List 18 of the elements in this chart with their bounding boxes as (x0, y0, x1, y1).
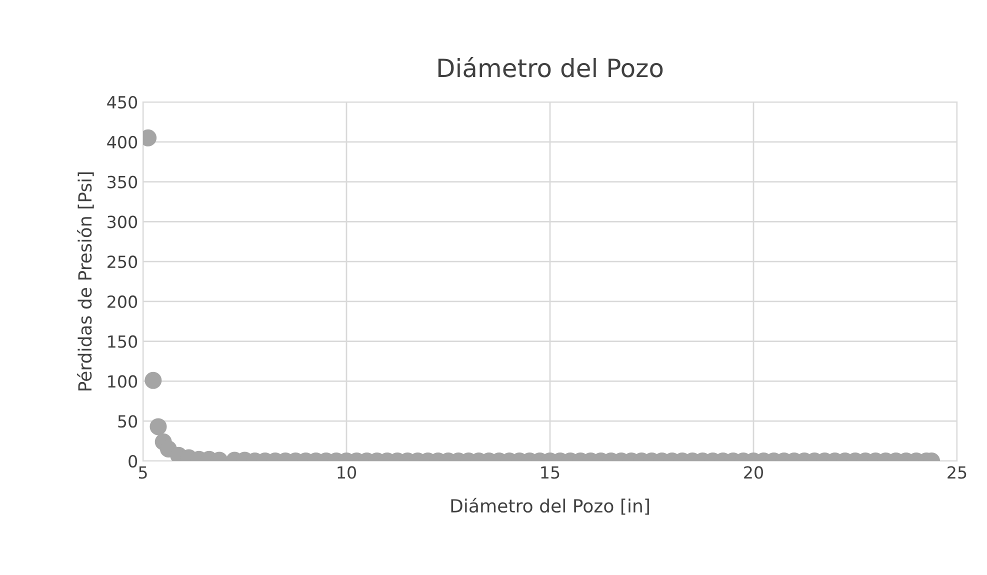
y-tick-label: 0 (128, 454, 138, 468)
y-tick-label: 250 (108, 256, 138, 268)
y-axis-title: Pérdidas de Presión [Psi] (77, 172, 94, 390)
x-tick-label: 5 (138, 466, 147, 479)
x-tick-label: 15 (541, 466, 560, 479)
y-tick-label: 100 (108, 375, 138, 388)
chart-title: Diámetro del Pozo (438, 57, 663, 78)
y-tick-label: 400 (107, 136, 138, 148)
y-tick-label: 200 (108, 295, 138, 308)
y-tick-label: 150 (108, 335, 138, 348)
y-tick-label: 300 (108, 216, 138, 228)
y-tick-label: 50 (118, 415, 138, 428)
x-tick-label: 20 (744, 466, 763, 479)
x-tick-label: 10 (338, 466, 356, 479)
y-tick-label: 350 (108, 176, 138, 188)
y-tick-label: 450 (107, 96, 138, 109)
x-tick-label: 25 (948, 466, 966, 479)
x-axis-title: Diámetro del Pozo [in] (451, 498, 649, 515)
